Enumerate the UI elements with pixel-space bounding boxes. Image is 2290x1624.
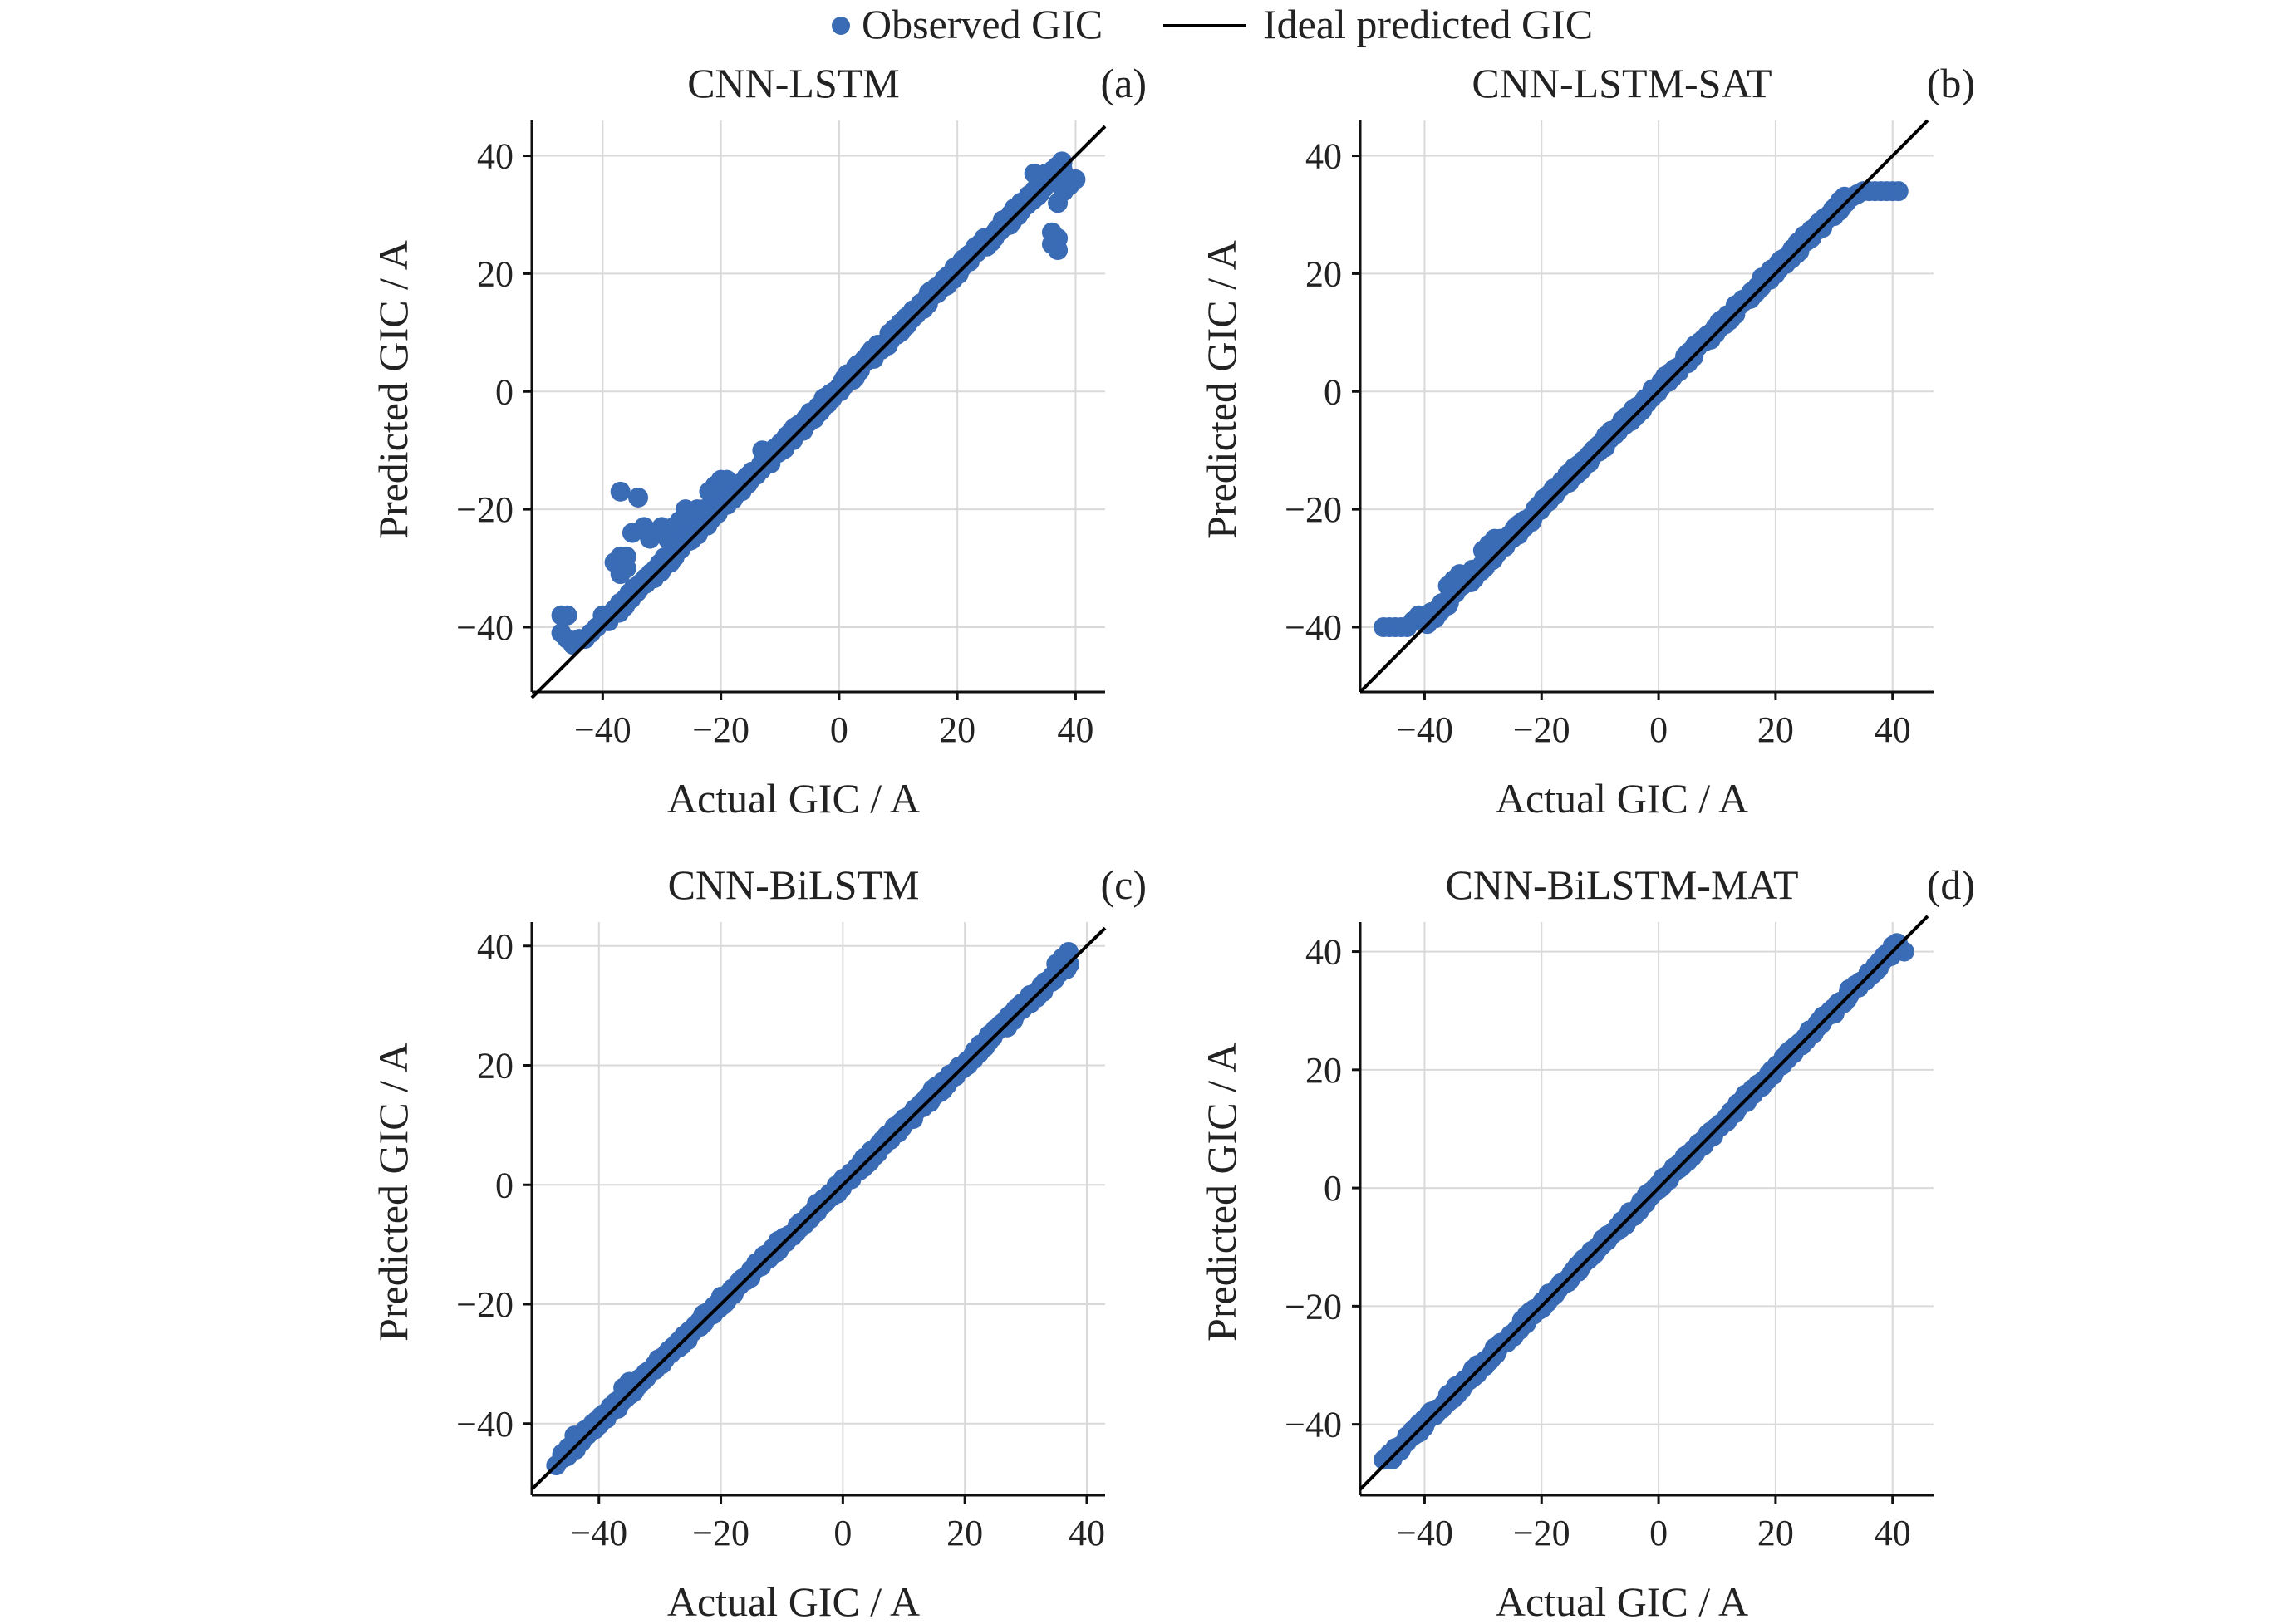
y-axis-label: Predicted GIC / A xyxy=(1198,240,1245,539)
scatter-point xyxy=(716,469,737,490)
scatter-point xyxy=(693,499,714,520)
panel-1: −40 −20 0 20 40 −40 −20 0 20 40 Actual GIC / A Pred… xyxy=(370,60,1147,822)
y-axis-label: Predicted GIC / A xyxy=(370,240,416,539)
x-tick-label: −20 xyxy=(692,709,749,750)
y-tick-label: 40 xyxy=(1305,136,1342,177)
x-tick-label: 0 xyxy=(833,1513,852,1553)
y-tick-label: −40 xyxy=(456,1404,514,1445)
y-tick-label: −20 xyxy=(456,1284,514,1325)
y-tick-label: −20 xyxy=(1285,1286,1342,1327)
y-tick-label: 0 xyxy=(495,371,514,412)
y-tick-label: 0 xyxy=(1324,1168,1342,1209)
panel-label: (a) xyxy=(1101,60,1147,106)
scatter-point xyxy=(628,487,649,508)
scatter-point xyxy=(557,605,577,626)
x-axis-label: Actual GIC / A xyxy=(667,1578,920,1624)
x-tick-label: 40 xyxy=(1069,1513,1105,1553)
y-tick-label: −40 xyxy=(1285,1405,1342,1445)
x-tick-label: −40 xyxy=(574,709,631,750)
scatter-point xyxy=(582,1413,603,1434)
y-tick-label: 20 xyxy=(477,253,514,294)
x-tick-label: 20 xyxy=(946,1513,983,1553)
x-tick-label: −20 xyxy=(692,1513,749,1553)
scatter-point xyxy=(1048,193,1069,213)
x-tick-label: 40 xyxy=(1057,709,1093,750)
x-tick-label: −40 xyxy=(1396,709,1453,750)
ideal-line xyxy=(1359,915,1929,1491)
y-tick-label: −20 xyxy=(456,489,514,530)
panel-title: CNN-LSTM-SAT xyxy=(1472,60,1772,106)
y-tick-label: −20 xyxy=(1285,489,1342,530)
x-axis-label: Actual GIC / A xyxy=(667,775,920,822)
y-tick-label: 40 xyxy=(477,926,514,967)
y-tick-label: −40 xyxy=(1285,607,1342,648)
y-tick-label: 20 xyxy=(1305,253,1342,294)
panel-label: (c) xyxy=(1101,861,1147,908)
x-tick-label: 20 xyxy=(1757,1513,1794,1553)
x-axis-label: Actual GIC / A xyxy=(1496,775,1748,822)
panel-3: −40 −20 0 20 40 −40 −20 0 20 40 Actual GIC / A Pred… xyxy=(370,861,1147,1624)
scatter-point xyxy=(1041,233,1062,254)
x-tick-label: −40 xyxy=(570,1513,627,1553)
legend-observed-marker xyxy=(832,17,850,35)
legend-ideal-label: Ideal predicted GIC xyxy=(1263,1,1593,47)
x-tick-label: 0 xyxy=(1649,1513,1668,1553)
scatter-point xyxy=(764,440,784,461)
scatter-point xyxy=(610,481,631,502)
x-tick-label: 0 xyxy=(830,709,848,750)
x-tick-label: 40 xyxy=(1875,709,1911,750)
scatter-point xyxy=(604,599,625,620)
x-tick-label: 0 xyxy=(1649,709,1668,750)
x-tick-label: −20 xyxy=(1513,1513,1570,1553)
y-tick-label: 40 xyxy=(1305,932,1342,973)
panel-title: CNN-BiLSTM xyxy=(668,861,920,908)
panel-2: −40 −20 0 20 40 −40 −20 0 20 40 Actual GIC / A Pred… xyxy=(1198,60,1975,822)
x-axis-label: Actual GIC / A xyxy=(1496,1578,1748,1624)
x-tick-label: −20 xyxy=(1513,709,1570,750)
y-tick-label: 20 xyxy=(477,1046,514,1087)
panel-title: CNN-LSTM xyxy=(687,60,900,106)
scatter-point xyxy=(1888,181,1909,202)
y-tick-label: 20 xyxy=(1305,1050,1342,1091)
x-tick-label: −40 xyxy=(1396,1513,1453,1553)
panel-title: CNN-BiLSTM-MAT xyxy=(1445,861,1798,908)
x-tick-label: 20 xyxy=(939,709,975,750)
legend: Observed GIC Ideal predicted GIC xyxy=(832,1,1593,47)
panel-label: (d) xyxy=(1927,861,1975,908)
panel-label: (b) xyxy=(1927,60,1975,106)
ideal-line xyxy=(1359,119,1929,694)
legend-observed-label: Observed GIC xyxy=(862,1,1103,47)
y-tick-label: 40 xyxy=(477,136,514,177)
y-tick-label: −40 xyxy=(456,607,514,648)
panel-4: −40 −20 0 20 40 −40 −20 0 20 40 Actual GIC / A Pred… xyxy=(1198,861,1975,1624)
y-axis-label: Predicted GIC / A xyxy=(1198,1043,1245,1342)
x-tick-label: 20 xyxy=(1757,709,1794,750)
ideal-line xyxy=(530,926,1107,1491)
scatter-point xyxy=(616,558,636,579)
scatter-point xyxy=(1408,1414,1429,1435)
scatter-point xyxy=(1449,564,1470,585)
y-tick-label: 0 xyxy=(1324,371,1342,412)
ideal-line xyxy=(530,125,1107,699)
x-tick-label: 40 xyxy=(1875,1513,1911,1553)
y-tick-label: 0 xyxy=(495,1165,514,1205)
y-axis-label: Predicted GIC / A xyxy=(370,1043,416,1342)
